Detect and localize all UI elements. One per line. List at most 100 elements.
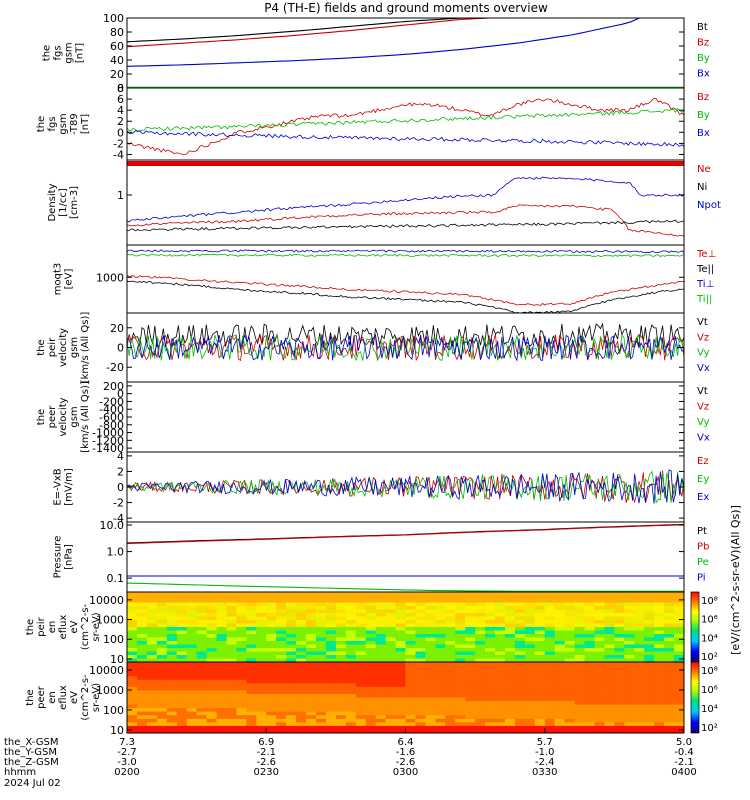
colorbar-1	[690, 591, 700, 663]
x-tick-label: -2.7	[117, 747, 137, 758]
y-tick-label: 6	[117, 93, 124, 106]
y-tick-label: 0	[117, 388, 124, 401]
legend-entry: Bx	[697, 128, 710, 139]
series-line-ez	[127, 470, 684, 504]
y-axis-label-line: the	[42, 45, 53, 61]
colorbar-tick-label: 10⁶	[701, 685, 718, 696]
series-line-bz	[127, 97, 684, 155]
y-axis-label-line: [nPa]	[64, 544, 75, 570]
legend-entry: Ex	[697, 492, 709, 503]
y-axis-label-line: fgs	[53, 45, 64, 60]
series-line-ti	[127, 249, 684, 254]
y-tick-label: 20	[110, 68, 124, 81]
x-tick-label: 0400	[671, 767, 696, 778]
legend-entry: Pe	[697, 557, 709, 568]
legend-entry: Bx	[697, 69, 710, 80]
y-tick-label: 10000	[89, 594, 124, 607]
colorbar-tick-label: 10⁶	[701, 615, 718, 626]
series-group-7	[127, 469, 684, 504]
y-axis-label-line: (cm^2-s-	[80, 674, 91, 721]
y-axis-label-line: sr-eV)	[91, 683, 102, 712]
series-line-ne	[127, 204, 684, 237]
legend-entry: By	[697, 53, 710, 64]
y-tick-label: -1200	[92, 434, 124, 447]
series-line-ni	[127, 219, 684, 232]
x-tick-label: 5.7	[537, 737, 553, 748]
legend-entry: Npot	[697, 200, 721, 211]
series-line-vt	[127, 322, 684, 349]
y-axis-label-line: moqt3	[53, 263, 64, 296]
y-tick-label: 0.1	[107, 572, 125, 585]
y-axis-label: the fgs gsm [nT]	[42, 42, 86, 63]
legend-entry: Pi	[697, 573, 706, 584]
y-tick-label: 10.0	[100, 519, 125, 532]
y-axis-label-line: en	[47, 691, 58, 704]
series-group-4	[127, 249, 684, 313]
series-group-5	[127, 322, 684, 362]
x-axis-row-label: the_Z-GSM	[4, 757, 59, 768]
x-tick-label: -2.6	[256, 757, 276, 768]
series-line-vz	[127, 333, 684, 362]
density-strip	[127, 161, 684, 166]
legend-entry: Bz	[697, 38, 709, 49]
x-axis-row-label: the_X-GSM	[4, 737, 58, 748]
y-tick-label: 2	[117, 465, 124, 478]
legend-entry: Bz	[697, 92, 709, 103]
x-tick-label: -2.4	[535, 757, 555, 768]
y-axis-label-line: the	[36, 409, 47, 425]
y-axis-label-line: eflux	[58, 685, 69, 710]
y-axis-label-line: (cm^2-s-	[80, 603, 91, 650]
y-axis-label-line: eflux	[58, 615, 69, 640]
panel-9: 10000 1000 100 10 the peir en eflux eV (cm^2-s-sr…	[25, 591, 685, 666]
figure-title: P4 (TH-E) fields and ground moments over…	[264, 1, 548, 15]
legend-entry: Vt	[697, 386, 708, 397]
colorbar-tick-label: 10⁴	[701, 633, 718, 644]
colorbars: 10⁸ 10⁶ 10⁴ 10² 10⁸ 10⁶ 10⁴ 10² [eV/(cm^2-s-sr-e…	[690, 505, 742, 734]
series-line-pb	[127, 524, 684, 545]
x-tick-label: -1.6	[396, 747, 416, 758]
y-tick-label: -2	[113, 137, 124, 150]
y-axis-label-line: peer	[47, 405, 58, 429]
colorbar-label-text: [eV/(cm^2-s-sr-eV)(All Qs)]	[729, 505, 742, 655]
y-axis-label-line: [eV]	[64, 269, 75, 290]
x-tick-label: -1.0	[535, 747, 555, 758]
y-axis-label-line: en	[47, 621, 58, 634]
y-tick-label: 40	[110, 54, 124, 67]
y-tick-label: 10	[110, 653, 124, 666]
series-line-ti	[127, 253, 684, 258]
legend-entry: Bt	[697, 22, 708, 33]
y-axis-label: E=-VxB [mV/m]	[53, 468, 75, 506]
legend-entry: Vz	[697, 332, 709, 343]
y-axis-label-line: sr-eV)	[91, 612, 102, 641]
panel-8: 10.0 1.0 0.1 Pressure [nPa] Pt Pb Pe Pi	[53, 519, 709, 593]
x-tick-label: 0200	[114, 767, 139, 778]
y-axis-label: the peir en eflux eV (cm^2-s-sr-eV)	[25, 603, 102, 650]
legend-entry: Ni	[697, 182, 707, 193]
y-axis-label-line: peer	[36, 685, 47, 709]
y-axis-label-line: -T89	[69, 113, 80, 135]
legend-entry: Ne	[697, 164, 711, 175]
y-axis-label-line: gsm	[58, 113, 69, 134]
y-axis-label-line: Pressure	[53, 536, 64, 579]
y-axis-label: the peer velocity gsm [km/s (All Qs)]	[36, 381, 91, 453]
x-axis-row-label: 2024 Jul 02	[4, 778, 61, 789]
legend-entry: Ey	[697, 474, 709, 485]
series-line-te	[127, 280, 684, 313]
panel-10: 10000 1000 100 10 the peer en eflux eV (cm^2-s-sr…	[25, 661, 685, 737]
y-tick-label: 1	[117, 189, 124, 202]
y-tick-label: 8	[117, 82, 124, 95]
y-tick-label: -4	[113, 148, 124, 161]
y-axis-label-line: the	[36, 116, 47, 132]
y-axis-label: Pressure [nPa]	[53, 536, 75, 579]
x-tick-label: 5.0	[676, 737, 692, 748]
y-tick-label: -20	[106, 361, 124, 374]
y-axis-label-line: gsm	[64, 42, 75, 63]
panel-3: 1 Density [1/cc] [cm-3] Ne Ni Npot	[47, 159, 721, 246]
legend-entry: Ti⊥	[696, 279, 714, 290]
y-tick-label: 10000	[89, 664, 124, 677]
y-axis-label-line: E=-VxB	[53, 468, 64, 505]
